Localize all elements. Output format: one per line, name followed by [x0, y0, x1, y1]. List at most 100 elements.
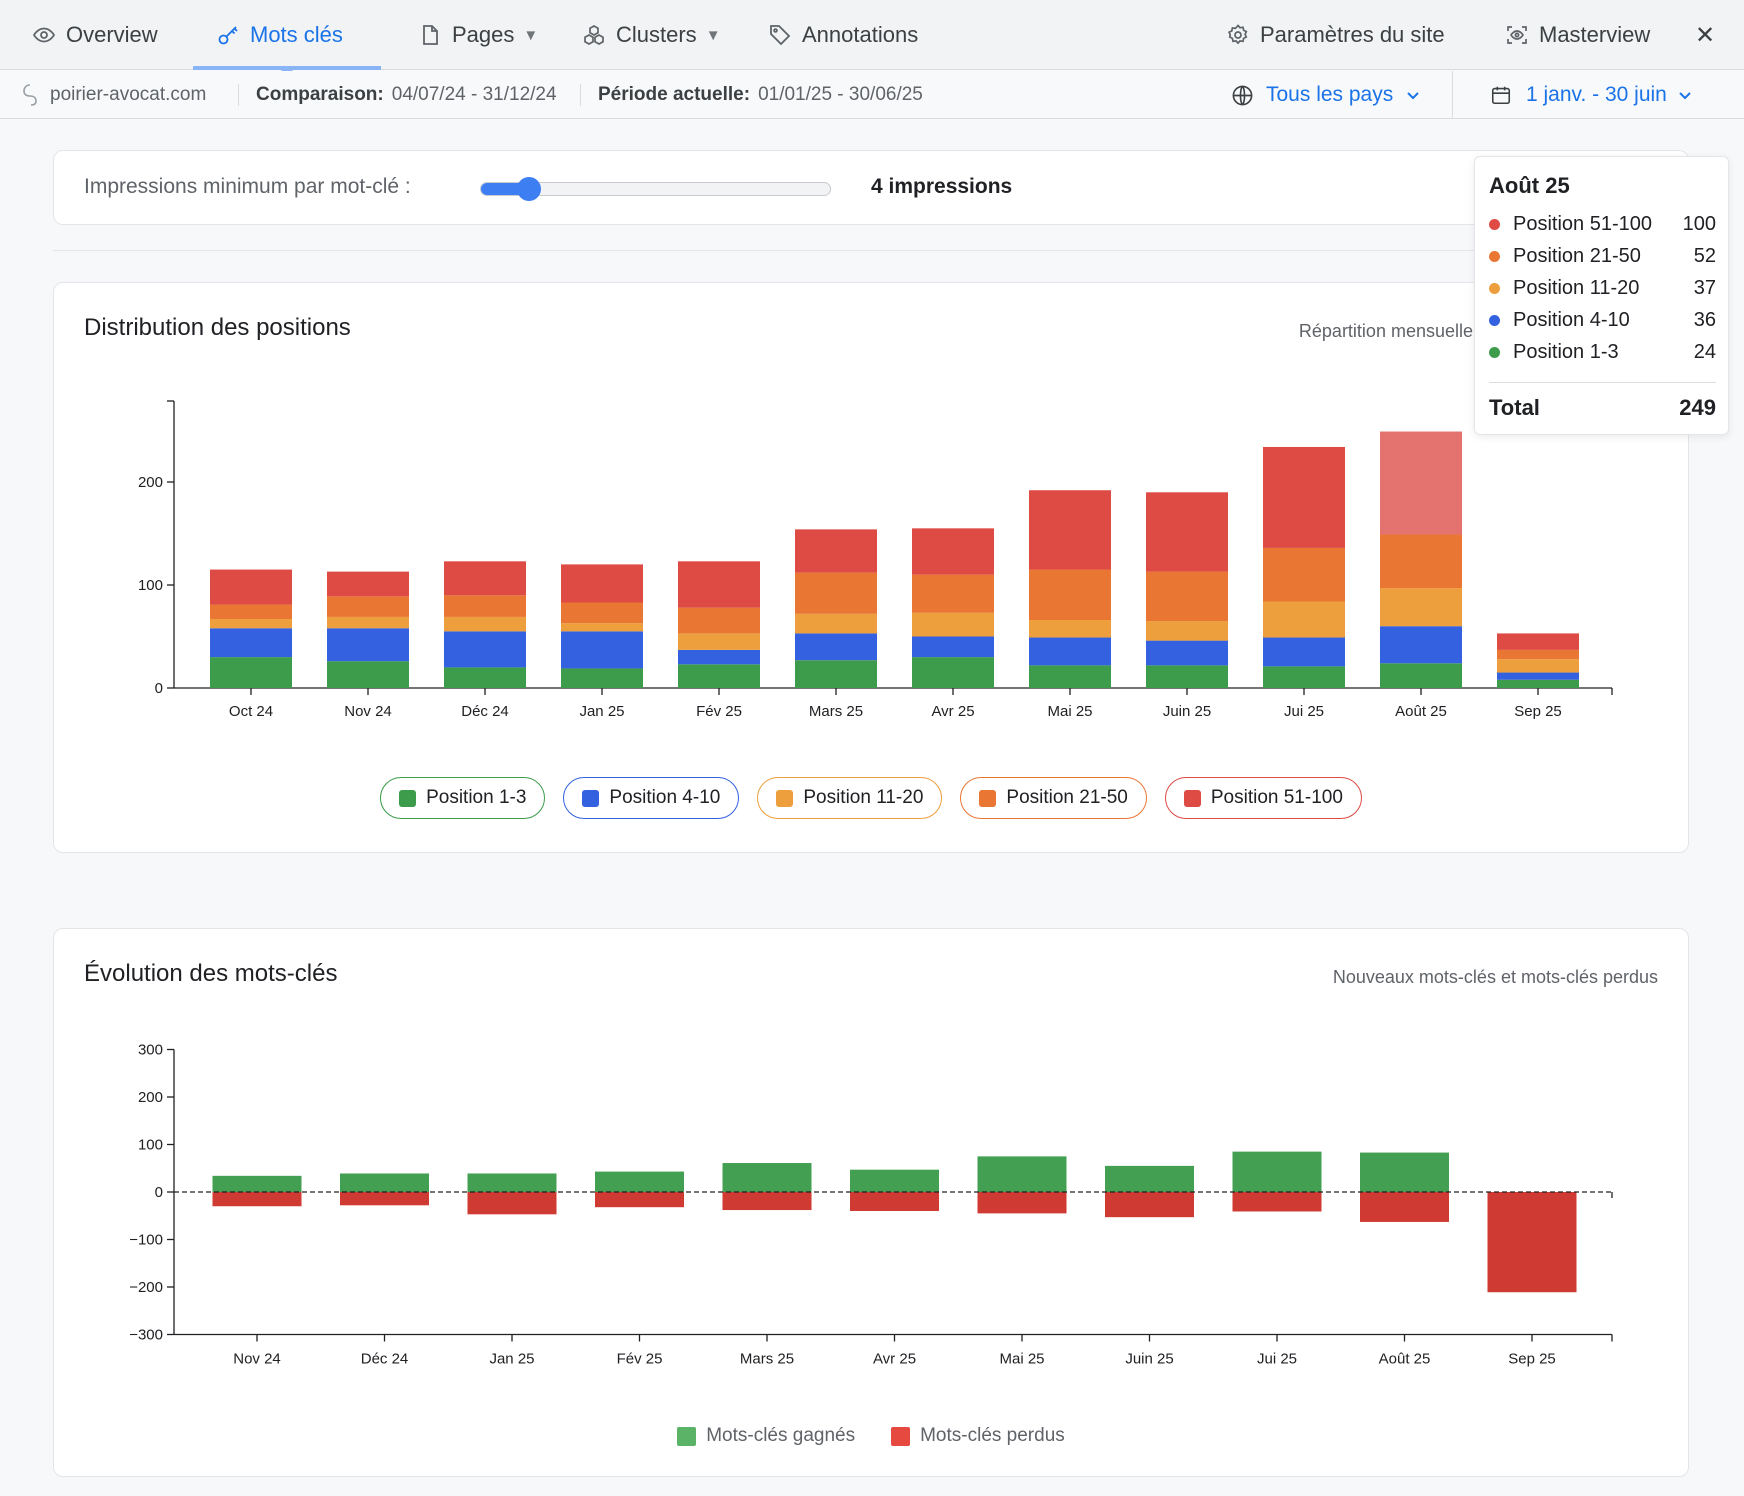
pages-caret-icon: ▼ [523, 26, 539, 44]
tooltip-title: Août 25 [1489, 173, 1570, 198]
impressions-slider-thumb[interactable] [517, 177, 542, 201]
x-tick-label: Mars 25 [809, 703, 863, 720]
top-nav: Overview Mots clés Pages ▼ Clusters ▼ An… [0, 0, 1744, 70]
tab-overview[interactable]: Overview [32, 0, 158, 70]
bar-segment [678, 664, 760, 688]
tab-annotations-label: Annotations [802, 22, 919, 47]
impressions-filter-card: Impressions minimum par mot-clé : 4 impr… [53, 150, 1689, 225]
tab-annotations[interactable]: Annotations [768, 0, 918, 70]
tooltip-row-label: Position 21-50 [1513, 244, 1641, 267]
tab-clusters[interactable]: Clusters ▼ [582, 0, 721, 70]
bar-segment [1497, 633, 1579, 650]
site-logo-icon [23, 84, 37, 106]
scan-eye-icon [1507, 26, 1527, 44]
divider [1452, 71, 1453, 119]
x-tick-label: Déc 24 [461, 703, 509, 720]
filter-bar: poirier-avocat.com Comparaison: 04/07/24… [0, 71, 1744, 119]
bar-segment [561, 564, 643, 603]
legend-item[interactable]: Position 51-100 [1164, 777, 1362, 819]
tooltip-row: Position 21-50 52 [1489, 241, 1716, 271]
bar-segment [1380, 431, 1462, 535]
legend-swatch [776, 789, 794, 807]
y-tick-label: −100 [129, 1232, 163, 1249]
bar-segment [1380, 534, 1462, 589]
gained-bar [1360, 1152, 1449, 1192]
bar-segment [1263, 601, 1345, 638]
cluster-icon [584, 25, 604, 45]
x-tick-label: Jui 25 [1257, 1351, 1297, 1368]
lost-bar [1232, 1192, 1322, 1212]
x-tick-label: Oct 24 [229, 703, 273, 720]
legend-item[interactable]: Position 4-10 [563, 777, 740, 819]
legend-label: Position 21-50 [1006, 787, 1128, 808]
close-icon[interactable]: ✕ [1695, 21, 1716, 49]
series-dot-icon [1489, 218, 1500, 230]
legend-item[interactable]: Mots-clés gagnés [677, 1425, 855, 1447]
bar-segment [1263, 666, 1345, 688]
site-selector[interactable]: poirier-avocat.com [20, 71, 206, 119]
key-icon [218, 26, 238, 45]
y-tick-label: 0 [155, 1184, 163, 1201]
gained-bar [212, 1175, 302, 1192]
date-range-picker[interactable]: 1 janv. - 30 juin [1490, 71, 1693, 119]
lost-bar [1105, 1192, 1194, 1218]
bar-segment [1146, 640, 1228, 666]
x-tick-label: Jan 25 [579, 703, 624, 720]
series-dot-icon [1489, 314, 1500, 326]
tooltip-row-label: Position 11-20 [1513, 276, 1640, 299]
impressions-slider-track[interactable] [480, 182, 831, 196]
bar-segment [1380, 663, 1462, 688]
legend-item[interactable]: Position 1-3 [380, 777, 546, 819]
bar-segment [1029, 637, 1111, 666]
legend-item[interactable]: Position 11-20 [757, 777, 943, 819]
bar-segment [678, 633, 760, 650]
active-tab-indicator [193, 66, 381, 70]
tab-mots-cles[interactable]: Mots clés [216, 0, 343, 70]
distribution-chart: 0 100 200 Oct 24 Nov 24 Déc 24 Jan 25 Fév 25 Mar… [138, 400, 1613, 720]
series-dot-icon [1489, 250, 1500, 262]
position-distribution-card: Distribution des positions Répartition m… [53, 282, 1689, 853]
x-tick-label: Avr 25 [873, 1351, 916, 1368]
site-settings-label: Paramètres du site [1260, 22, 1445, 47]
country-dropdown[interactable]: Tous les pays [1231, 71, 1421, 119]
legend-label: Position 4-10 [609, 787, 721, 808]
masterview-button[interactable]: Masterview [1505, 0, 1650, 70]
divider [580, 84, 581, 106]
chevron-down-icon [1407, 92, 1419, 100]
tooltip-row: Position 11-20 37 [1489, 273, 1716, 303]
bar-segment [444, 616, 526, 632]
bar-segment [1029, 620, 1111, 638]
eye-icon [32, 27, 56, 43]
distribution-title: Distribution des positions [84, 314, 351, 341]
lost-bar [977, 1192, 1067, 1214]
legend-item[interactable]: Mots-clés perdus [891, 1425, 1065, 1447]
bar-segment [444, 595, 526, 617]
bar-segment [561, 668, 643, 688]
bar-segment [1380, 626, 1462, 664]
tab-pages-label: Pages [452, 22, 515, 47]
x-tick-label: Mai 25 [999, 1351, 1044, 1368]
tab-pages[interactable]: Pages ▼ [418, 0, 538, 70]
tooltip-row-value: 37 [1693, 276, 1716, 299]
x-tick-label: Jui 25 [1284, 703, 1324, 720]
x-tick-label: Déc 24 [361, 1351, 409, 1368]
evolution-subtitle: Nouveaux mots-clés et mots-clés perdus [1332, 967, 1658, 987]
current-period-label: Période actuelle: [598, 84, 751, 105]
bar-segment [327, 571, 409, 597]
site-settings-button[interactable]: Paramètres du site [1226, 0, 1445, 70]
y-tick-label: 100 [138, 1137, 163, 1154]
gained-bar [595, 1171, 684, 1192]
series-dot-icon [1489, 346, 1500, 358]
x-tick-label: Fév 25 [696, 703, 742, 720]
legend-item[interactable]: Position 21-50 [960, 777, 1147, 819]
legend-label: Position 1-3 [426, 787, 527, 808]
tooltip-row-value: 24 [1693, 340, 1716, 363]
country-value: Tous les pays [1266, 83, 1394, 106]
legend-label: Position 51-100 [1210, 787, 1343, 808]
distribution-legend: Position 1-3 Position 4-10 Position 11-20 P… [54, 777, 1688, 819]
gained-bar [1105, 1165, 1194, 1192]
lost-bar [340, 1192, 429, 1206]
bar-segment [210, 628, 292, 658]
gained-bar [850, 1169, 939, 1192]
impressions-label: Impressions minimum par mot-clé : [84, 175, 411, 198]
